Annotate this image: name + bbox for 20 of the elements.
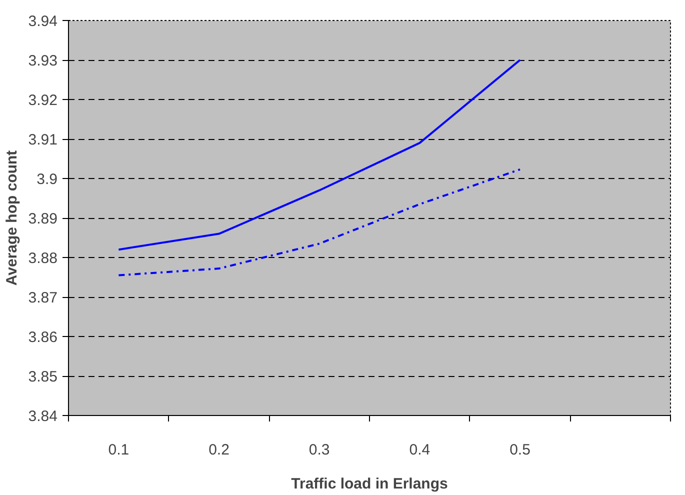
y-tick-label: 3.89 <box>28 210 58 228</box>
x-tick-label: 0.5 <box>510 442 530 458</box>
y-tick-label: 3.88 <box>28 250 58 267</box>
y-tick-label: 3.94 <box>28 13 58 30</box>
y-tick-label: 3.85 <box>28 368 58 386</box>
x-axis-title: Traffic load in Erlangs <box>291 476 448 492</box>
y-tick-label: 3.92 <box>28 92 58 109</box>
line-series <box>118 168 521 276</box>
y-tick-label: 3.84 <box>28 408 58 425</box>
y-tick-label: 3.86 <box>28 329 58 346</box>
x-tick-label: 0.4 <box>409 442 430 458</box>
x-tick-label: 0.1 <box>108 442 130 458</box>
y-tick-label: 3.93 <box>28 52 58 70</box>
x-tick-label: 0.3 <box>308 442 330 458</box>
y-tick-label: 3.87 <box>28 290 58 306</box>
x-tick-label: 0.2 <box>208 442 230 458</box>
y-tick-label: 3.9 <box>36 171 58 188</box>
line-series <box>118 59 521 251</box>
y-tick-label: 3.91 <box>28 132 58 148</box>
y-axis-title: Average hop count <box>3 150 20 286</box>
